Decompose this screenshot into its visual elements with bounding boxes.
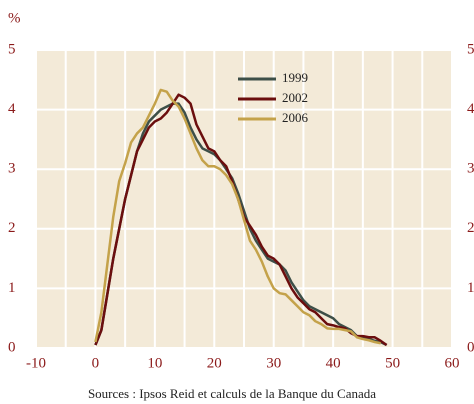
x-tick-label: 10 xyxy=(147,355,162,371)
y2-tick-label: 4 xyxy=(467,101,474,117)
y-tick-label: 3 xyxy=(8,161,16,177)
x-tick-label: -10 xyxy=(26,355,46,371)
y2-tick-label: 5 xyxy=(467,41,474,57)
x-tick-label: 0 xyxy=(92,355,100,371)
y-tick-label: 0 xyxy=(8,339,16,355)
y2-tick-label: 1 xyxy=(467,280,474,296)
series-line xyxy=(94,102,388,347)
y-tick-label: 2 xyxy=(8,220,16,236)
source: Sources : Ipsos Reid et calculs de la Ba… xyxy=(88,386,376,401)
y-axis-label: % xyxy=(8,10,21,26)
y2-tick-label: 0 xyxy=(467,339,474,355)
y2-tick-label: 2 xyxy=(467,220,474,236)
x-tick-label: 50 xyxy=(385,355,400,371)
y-tick-label: 1 xyxy=(8,280,16,296)
y-tick-label: 4 xyxy=(8,101,16,117)
legend-label: 2002 xyxy=(282,90,308,105)
x-tick-label: 20 xyxy=(207,355,222,371)
x-tick-label: 30 xyxy=(266,355,281,371)
x-tick-label: 40 xyxy=(326,355,341,371)
legend-label: 1999 xyxy=(282,70,308,85)
y2-tick-label: 3 xyxy=(467,161,474,177)
x-tick-label: 60 xyxy=(445,355,460,371)
y-tick-label: 5 xyxy=(8,41,16,57)
legend-label: 2006 xyxy=(282,110,309,125)
series-line xyxy=(94,88,381,345)
